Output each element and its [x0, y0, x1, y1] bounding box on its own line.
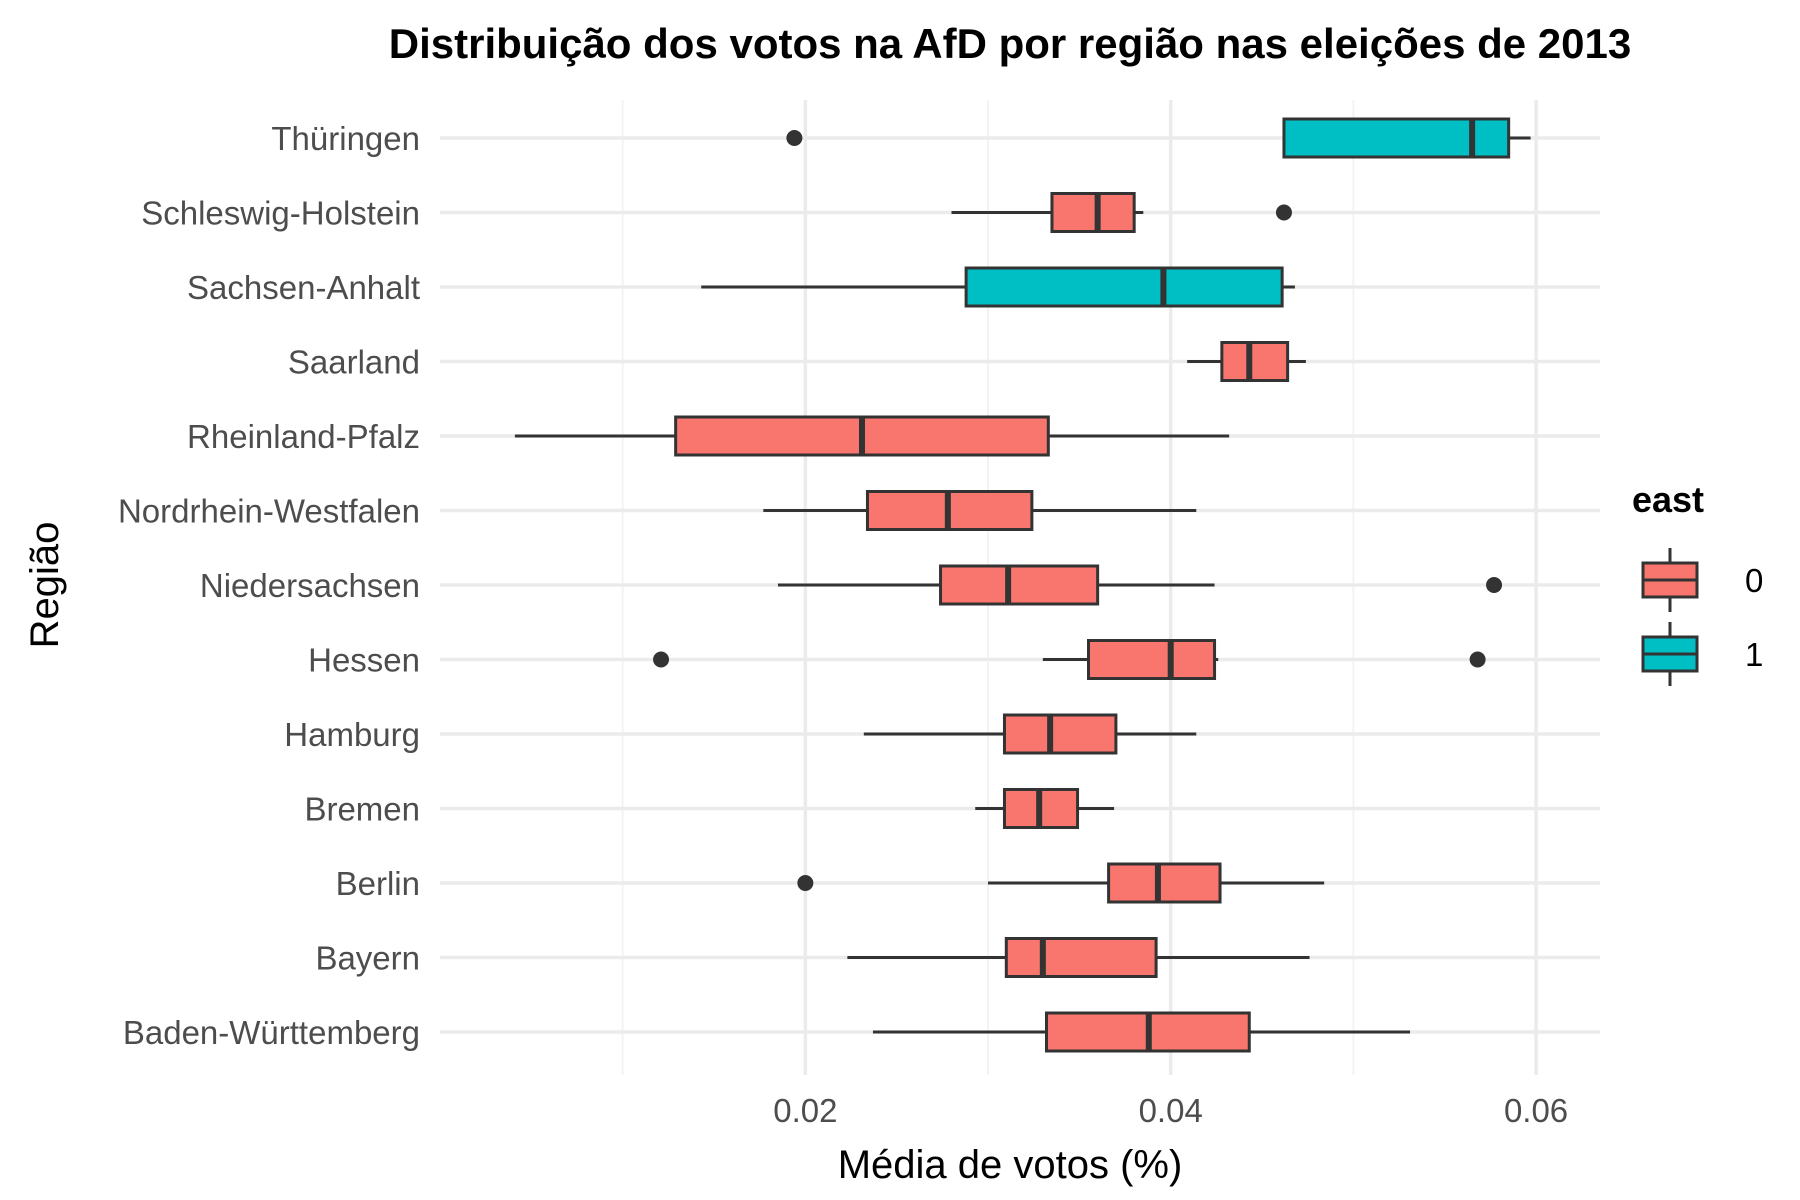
x-tick-label: 0.04: [1139, 1092, 1203, 1129]
boxplot-rheinland-pfalz: [514, 415, 1230, 457]
legend-item-1: 1: [1641, 622, 1763, 686]
x-tick-label: 0.02: [773, 1092, 837, 1129]
outlier-point: [797, 875, 814, 891]
boxplot-bayern: [847, 937, 1310, 978]
box-iqr: [1087, 639, 1217, 680]
legend: east 0 1: [1632, 479, 1763, 686]
outlier-point: [1486, 577, 1503, 593]
boxplot-hessen: [653, 639, 1486, 680]
outlier-point: [1469, 651, 1486, 668]
x-tick-label: 0.06: [1504, 1092, 1568, 1129]
category-label: Baden-Württemberg: [123, 1014, 420, 1051]
box-iqr: [1220, 341, 1290, 382]
boxplot-nordrhein-westfalen: [763, 490, 1197, 531]
category-label: Bremen: [304, 791, 420, 828]
box-iqr: [964, 266, 1284, 308]
boxplot-niedersachsen: [777, 564, 1503, 606]
x-axis-title: Média de votos (%): [838, 1143, 1183, 1187]
outlier-point: [653, 651, 670, 668]
legend-label: 0: [1745, 562, 1763, 599]
boxplot-baden-w-rttemberg: [872, 1011, 1411, 1053]
y-axis-title: Região: [23, 522, 67, 649]
category-labels: Baden-Württemberg Bayern Berlin Bremen Hambu…: [118, 120, 420, 1051]
category-label: Hessen: [308, 642, 420, 679]
boxplot-sachsen-anhalt: [701, 266, 1295, 308]
x-tick-labels: 0.02 0.04 0.06: [773, 1092, 1568, 1129]
category-label: Rheinland-Pfalz: [187, 418, 420, 455]
box-iqr: [1107, 862, 1222, 904]
outlier-point: [786, 130, 803, 146]
legend-item-0: 0: [1641, 548, 1763, 612]
boxplot-schleswig-holstein: [951, 192, 1292, 233]
box-iqr: [1002, 713, 1118, 755]
chart-title: Distribuição dos votos na AfD por região…: [389, 20, 1632, 67]
boxplot-bremen: [975, 788, 1115, 829]
boxplots: [514, 117, 1531, 1053]
category-label: Berlin: [336, 865, 420, 902]
boxplot-th-ringen: [786, 117, 1531, 159]
category-label: Nordrhein-Westfalen: [118, 493, 420, 530]
box-iqr: [1004, 937, 1158, 978]
category-label: Bayern: [315, 940, 420, 977]
category-label: Thüringen: [271, 120, 420, 157]
outlier-point: [1275, 204, 1292, 221]
category-label: Sachsen-Anhalt: [187, 269, 420, 306]
boxplot-berlin: [797, 862, 1325, 904]
category-label: Hamburg: [284, 716, 420, 753]
category-label: Schleswig-Holstein: [141, 195, 420, 232]
box-iqr: [1050, 192, 1136, 233]
category-label: Saarland: [288, 344, 420, 381]
boxplot-saarland: [1187, 341, 1306, 382]
legend-label: 1: [1745, 636, 1763, 673]
boxplot-hamburg: [863, 713, 1197, 755]
category-label: Niedersachsen: [200, 567, 420, 604]
box-iqr: [939, 564, 1100, 606]
legend-title: east: [1632, 479, 1704, 520]
